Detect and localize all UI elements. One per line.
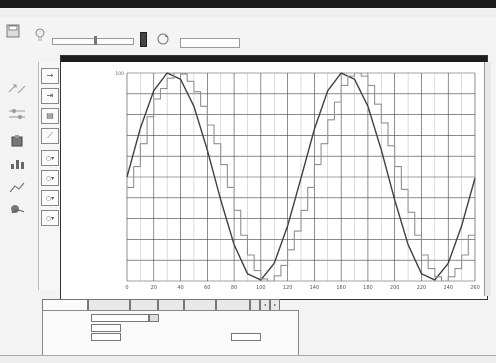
mode-dropdown[interactable] (180, 38, 240, 48)
sliders-icon (9, 109, 25, 119)
tab-3[interactable] (130, 299, 158, 310)
chart-grid (126, 72, 476, 282)
sidebar-item-1[interactable] (6, 82, 30, 104)
chart-button[interactable]: ⟋ (41, 128, 59, 144)
chart-ticks: 0 20 40 60 80 100 120 140 160 180 200 220 240 260 100 (115, 71, 479, 291)
sidebar-item-3[interactable] (6, 134, 30, 156)
circle-dropdown-icon: ○▾ (45, 175, 55, 182)
tab-1[interactable] (42, 299, 88, 310)
tools-icon (11, 135, 23, 147)
tab-scroll-right-icon: ▸ (273, 302, 276, 307)
x-tick-label: 40 (177, 285, 183, 291)
setting-row (47, 333, 287, 341)
title-bar (0, 0, 496, 8)
tab-4[interactable] (158, 299, 184, 310)
tab-scroll-left-icon: ◂ (263, 302, 266, 307)
settings-panel (42, 310, 299, 357)
tool-column: → ⇥ ▤ ⟋ ○▾ ○▾ ○▾ ○▾ (38, 62, 61, 290)
sidebar-item-6[interactable] (6, 202, 30, 224)
arrow-right-icon: → (46, 71, 54, 80)
setting-row (47, 314, 287, 322)
weather-icon (11, 205, 25, 214)
sine-chart: 0 20 40 60 80 100 120 140 160 180 200 220 240 260 100 (115, 71, 479, 291)
stats-icon (9, 182, 25, 193)
document-titlebar (61, 56, 487, 62)
speed-slider[interactable] (52, 38, 134, 45)
sidebar-item-2[interactable] (6, 107, 30, 129)
chart-icon: ⟋ (47, 131, 53, 140)
x-tick-label: 220 (417, 285, 427, 291)
bulb-icon[interactable] (34, 28, 46, 42)
x-tick-label: 100 (256, 285, 266, 291)
x-tick-label: 240 (443, 285, 453, 291)
x-tick-label: 60 (204, 285, 210, 291)
tab-7[interactable] (250, 299, 260, 310)
circle-down-button[interactable]: ○▾ (41, 170, 59, 186)
settings-tabs: ◂ ▸ (42, 299, 302, 310)
series-line-smooth (126, 72, 476, 281)
sidebar-item-5[interactable] (6, 180, 30, 202)
x-tick-label: 20 (151, 285, 157, 291)
circle-dropdown-icon: ○▾ (45, 155, 55, 162)
x-tick-label: 260 (470, 285, 480, 291)
sidebar-item-4[interactable] (6, 156, 30, 178)
setting-input[interactable] (231, 333, 261, 341)
arrow-right-bar-button[interactable]: ⇥ (41, 88, 59, 104)
x-tick-label: 160 (336, 285, 346, 291)
setting-dropdown[interactable] (91, 314, 149, 322)
vertical-scrollbar[interactable] (484, 62, 491, 296)
document-window: 0 20 40 60 80 100 120 140 160 180 200 220 240 260 100 (60, 55, 488, 300)
toolbar (0, 18, 496, 52)
status-bar (0, 355, 496, 363)
bar-chart-icon (11, 160, 24, 169)
slider-thumb[interactable] (94, 36, 97, 45)
table-icon: ▤ (46, 111, 54, 120)
series-line-stepped (127, 72, 476, 282)
battery-indicator (140, 32, 147, 47)
tab-6[interactable] (216, 299, 250, 310)
x-tick-label: 0 (125, 285, 128, 291)
setting-input[interactable] (91, 333, 121, 341)
setting-row (47, 324, 287, 332)
circle-dropdown-icon: ○▾ (45, 215, 55, 222)
circle-dropdown-icon: ○▾ (45, 195, 55, 202)
setting-input[interactable] (91, 324, 121, 332)
x-tick-label: 80 (231, 285, 237, 291)
table-button[interactable]: ▤ (41, 108, 59, 124)
tab-scroll-left-button[interactable]: ◂ (260, 299, 270, 310)
x-tick-label: 180 (363, 285, 373, 291)
tab-5[interactable] (184, 299, 216, 310)
circle-down-button[interactable]: ○▾ (41, 210, 59, 226)
refresh-icon[interactable] (156, 32, 170, 46)
tab-2[interactable] (88, 299, 130, 310)
tab-scroll-right-button[interactable]: ▸ (270, 299, 280, 310)
dropdown-arrow-button[interactable] (149, 314, 159, 322)
save-icon[interactable] (6, 24, 20, 38)
chart-series (126, 72, 476, 282)
arrows-icon (8, 84, 26, 94)
circle-down-button[interactable]: ○▾ (41, 190, 59, 206)
circle-down-button[interactable]: ○▾ (41, 150, 59, 166)
y-tick-label: 100 (115, 71, 124, 77)
arrow-right-bar-icon: ⇥ (46, 91, 54, 100)
x-tick-label: 120 (283, 285, 293, 291)
x-tick-label: 200 (390, 285, 400, 291)
left-sidebar (0, 52, 36, 352)
arrow-right-button[interactable]: → (41, 68, 59, 84)
x-tick-label: 140 (310, 285, 320, 291)
